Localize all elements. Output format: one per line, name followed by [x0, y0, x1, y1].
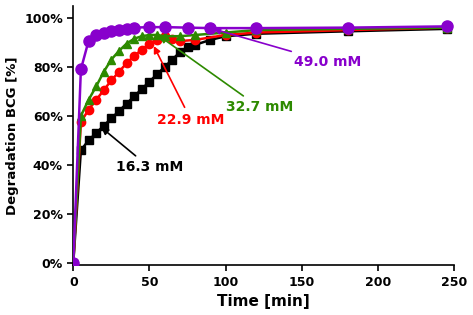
Y-axis label: Degradation BCG [%]: Degradation BCG [%]	[6, 56, 18, 215]
Text: 49.0 mM: 49.0 mM	[215, 28, 361, 69]
Text: 32.7 mM: 32.7 mM	[161, 37, 293, 114]
X-axis label: Time [min]: Time [min]	[218, 295, 310, 309]
Text: 22.9 mM: 22.9 mM	[155, 48, 225, 127]
Text: 16.3 mM: 16.3 mM	[103, 129, 183, 175]
